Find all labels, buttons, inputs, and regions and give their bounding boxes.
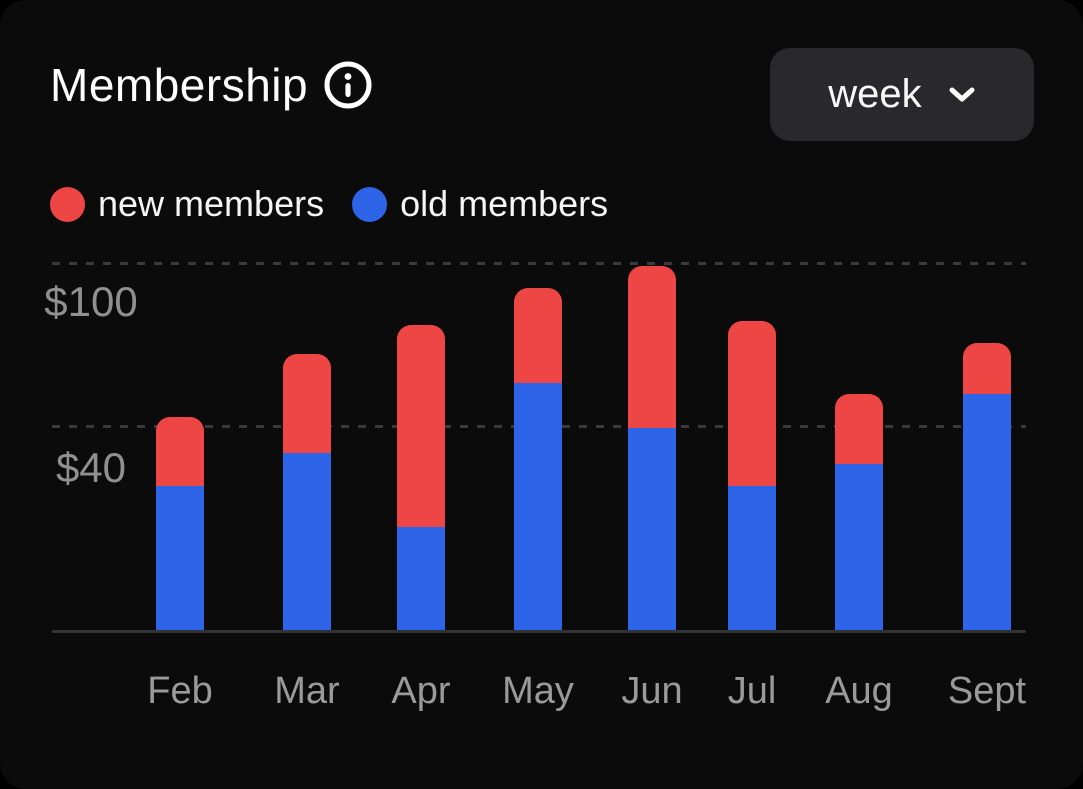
bar-segment-new-members[interactable] bbox=[283, 354, 331, 454]
bar-segment-new-members[interactable] bbox=[514, 287, 562, 384]
bar-segment-old-members[interactable] bbox=[628, 427, 676, 630]
legend-label-new-members: new members bbox=[98, 183, 325, 224]
x-axis-label-may: May bbox=[502, 670, 574, 712]
chevron-down-icon bbox=[949, 87, 975, 101]
bar-segment-old-members[interactable] bbox=[156, 486, 204, 630]
bar-segment-old-members[interactable] bbox=[514, 383, 562, 630]
info-icon[interactable] bbox=[322, 59, 374, 111]
bar-segment-new-members[interactable] bbox=[728, 320, 776, 487]
x-axis-label-apr: Apr bbox=[391, 670, 451, 712]
page-title: Membership bbox=[50, 59, 309, 111]
bar-may[interactable] bbox=[514, 287, 562, 630]
period-dropdown-value: week bbox=[828, 72, 922, 116]
legend-dot-old-members bbox=[352, 186, 388, 222]
x-axis-label-aug: Aug bbox=[825, 670, 893, 712]
bar-segment-new-members[interactable] bbox=[835, 394, 883, 465]
bar-mar[interactable] bbox=[283, 354, 331, 630]
period-dropdown[interactable]: week bbox=[770, 48, 1034, 141]
bar-segment-old-members[interactable] bbox=[835, 464, 883, 630]
bar-segment-new-members[interactable] bbox=[628, 265, 676, 428]
x-axis-label-jul: Jul bbox=[727, 670, 777, 712]
bar-apr[interactable] bbox=[397, 324, 445, 630]
y-axis-tick-100: $100 bbox=[44, 278, 138, 325]
bar-aug[interactable] bbox=[835, 394, 883, 630]
bar-segment-new-members[interactable] bbox=[397, 324, 445, 527]
legend-label-old-members: old members bbox=[400, 183, 609, 224]
x-axis-label-sept: Sept bbox=[947, 670, 1027, 712]
legend-item-new-members: new members bbox=[50, 183, 324, 225]
x-axis-label-feb: Feb bbox=[147, 670, 213, 712]
bar-segment-new-members[interactable] bbox=[963, 342, 1011, 395]
bar-segment-old-members[interactable] bbox=[283, 453, 331, 630]
x-axis-label-jun: Jun bbox=[621, 670, 683, 712]
bar-jul[interactable] bbox=[728, 320, 776, 630]
bar-segment-old-members[interactable] bbox=[397, 526, 445, 630]
bar-segment-new-members[interactable] bbox=[156, 416, 204, 487]
x-axis-line bbox=[52, 630, 1026, 633]
bar-sept[interactable] bbox=[963, 342, 1011, 630]
bar-segment-old-members[interactable] bbox=[963, 394, 1011, 630]
legend-item-old-members: old members bbox=[352, 183, 608, 225]
gridline-100 bbox=[52, 262, 1026, 265]
x-axis-label-mar: Mar bbox=[274, 670, 340, 712]
bar-jun[interactable] bbox=[628, 265, 676, 630]
legend: new members old members bbox=[50, 183, 608, 225]
bar-feb[interactable] bbox=[156, 416, 204, 630]
legend-dot-new-members bbox=[50, 186, 85, 222]
y-axis-tick-40: $40 bbox=[55, 444, 127, 491]
bar-segment-old-members[interactable] bbox=[728, 486, 776, 630]
